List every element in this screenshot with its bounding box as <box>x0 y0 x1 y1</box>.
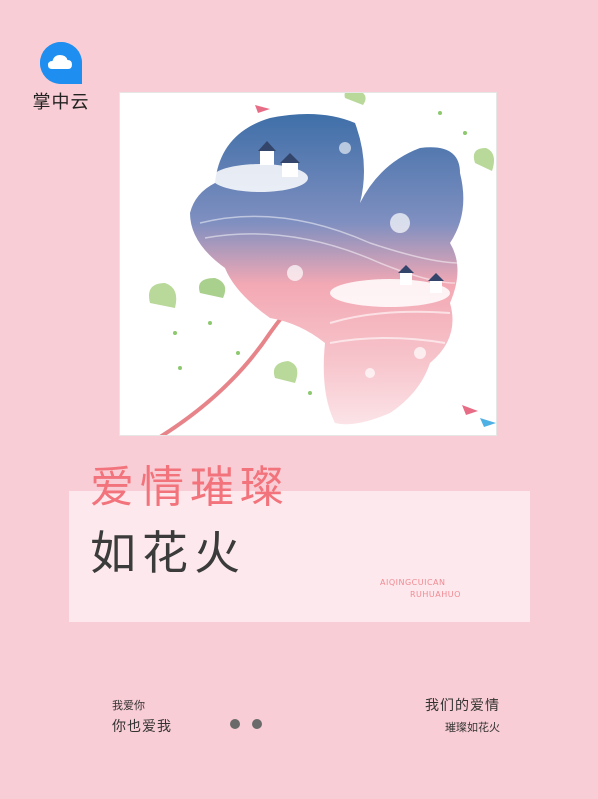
pinyin-line1: AIQINGCUICAN <box>380 578 446 587</box>
dot <box>252 719 262 729</box>
title-pinyin: AIQINGCUICAN RUHUAHUO <box>380 577 500 601</box>
footer-left-line2: 你也爱我 <box>112 719 172 735</box>
dot <box>230 719 240 729</box>
footer-left-line1: 我爱你 <box>112 699 145 712</box>
ginkgo-leaf-illustration <box>149 93 496 435</box>
footer-right-line1: 我们的爱情 <box>425 698 500 714</box>
brand-logo: 掌中云 <box>28 40 94 114</box>
cloud-icon <box>38 40 84 86</box>
brand-name: 掌中云 <box>32 92 90 113</box>
book-title-line2: 如花火 <box>90 526 246 580</box>
footer-left-text: 我爱你 你也爱我 <box>112 697 172 736</box>
footer-right-text: 我们的爱情 璀璨如花火 <box>400 695 500 735</box>
pinyin-line2: RUHUAHUO <box>410 590 461 599</box>
pagination-dots-icon <box>230 714 274 733</box>
title-panel <box>69 491 530 622</box>
cover-illustration <box>119 92 497 436</box>
footer-right-line2: 璀璨如花火 <box>445 721 500 734</box>
book-title-line1: 爱情璀璨 <box>90 462 290 513</box>
